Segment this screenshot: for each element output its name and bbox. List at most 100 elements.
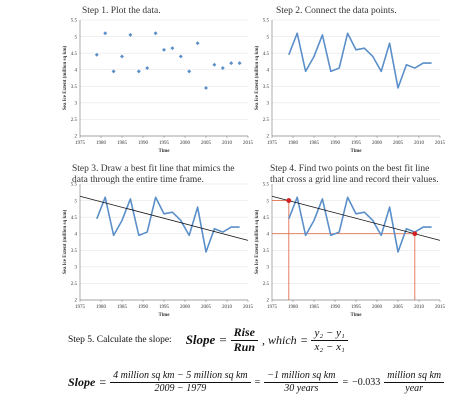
- step5-label: Step 5. Calculate the slope:: [68, 335, 172, 346]
- data-point: [103, 31, 108, 36]
- slope-word-2: Slope: [68, 374, 96, 389]
- unit-num: million sq km: [384, 370, 445, 383]
- y-tick-label: 2: [267, 299, 270, 304]
- which-text: , which: [262, 332, 297, 347]
- step4-title: Step 4. Find two points on the best fit …: [270, 164, 439, 185]
- chart-step4: 2 2.5 3 3.5 4 4.5 5 5.5 1975 1980 1985 1990 1995 2000…: [255, 183, 446, 318]
- y-tick-label: 4: [267, 232, 270, 237]
- y-tick-label: 3.5: [71, 249, 78, 254]
- y-tick-label: 5.5: [263, 19, 270, 24]
- x-tick-label: 1985: [117, 305, 128, 310]
- x-tick-label: 1995: [159, 141, 170, 146]
- y-tick-label: 5.5: [263, 183, 270, 188]
- x-axis-label: Time: [158, 313, 170, 318]
- result-den: 30 years: [284, 382, 319, 394]
- step3-title: Step 3. Draw a best fit line that mimics…: [72, 164, 235, 185]
- data-point: [229, 61, 234, 66]
- x-tick-label: 2015: [435, 141, 446, 146]
- y-axis-label: Sea Ice Extent (million sq km): [255, 210, 260, 275]
- x-tick-label: 2005: [393, 305, 404, 310]
- x-axis-label: Time: [350, 149, 362, 154]
- step5-line1: Step 5. Calculate the slope: Slope = Ris…: [68, 325, 348, 355]
- step1-title: Step 1. Plot the data.: [82, 6, 161, 16]
- x-tick-label: 1985: [309, 305, 320, 310]
- formula-frac: y₂ − y₁ x₂ − x₁: [311, 327, 348, 353]
- data-point: [162, 47, 166, 52]
- run-text: Run: [233, 339, 256, 354]
- x-tick-label: 2005: [201, 305, 212, 310]
- x-tick-label: 1985: [309, 141, 320, 146]
- x-tick-label: 1975: [75, 141, 86, 146]
- x-tick-label: 1980: [96, 305, 107, 310]
- formula-den: x₂ − x₁: [314, 340, 345, 353]
- step2-title: Step 2. Connect the data points.: [276, 6, 397, 16]
- y-tick-label: 5.5: [71, 183, 78, 188]
- x-tick-label: 1995: [351, 305, 362, 310]
- x-tick-label: 2000: [180, 305, 191, 310]
- x-tick-label: 2015: [243, 305, 254, 310]
- y-tick-label: 5: [267, 199, 270, 204]
- x-tick-label: 1975: [267, 305, 278, 310]
- y-tick-label: 2.5: [71, 118, 78, 123]
- x-tick-label: 1990: [138, 305, 149, 310]
- x-axis-label: Time: [158, 149, 170, 154]
- slope-word: Slope: [185, 332, 216, 348]
- x-tick-label: 1990: [330, 305, 341, 310]
- chart-step3: 2 2.5 3 3.5 4 4.5 5 5.5 1975 1980 1985 1990 1995 2000…: [63, 183, 254, 318]
- marked-point: [286, 198, 292, 203]
- data-point: [204, 85, 208, 90]
- x-tick-label: 1985: [117, 141, 128, 146]
- x-tick-label: 2010: [414, 305, 425, 310]
- y-tick-label: 4.5: [263, 216, 270, 221]
- rise-text: Rise: [230, 325, 258, 341]
- x-axis-label: Time: [350, 313, 362, 318]
- y-tick-label: 2: [75, 299, 78, 304]
- y-tick-label: 4: [75, 68, 78, 73]
- x-tick-label: 2010: [222, 141, 233, 146]
- y-axis-label: Sea Ice Extent (million sq km): [63, 46, 68, 111]
- x-tick-label: 1990: [330, 141, 341, 146]
- data-point: [195, 41, 200, 46]
- x-tick-label: 2000: [180, 141, 191, 146]
- y-tick-label: 4.5: [71, 52, 78, 57]
- x-tick-label: 1990: [138, 141, 149, 146]
- y-tick-label: 3.5: [263, 249, 270, 254]
- y-tick-label: 5: [75, 35, 78, 40]
- x-tick-label: 2015: [435, 305, 446, 310]
- series-line: [96, 196, 240, 253]
- y-tick-label: 3.5: [71, 85, 78, 90]
- marked-point: [412, 231, 418, 237]
- x-tick-label: 2000: [372, 141, 383, 146]
- values-frac: 4 million sq km − 5 million sq km 2009 −…: [110, 370, 251, 394]
- y-tick-label: 2: [267, 135, 270, 140]
- y-tick-label: 3: [75, 102, 78, 107]
- y-axis-label: Sea Ice Extent (million sq km): [63, 210, 68, 275]
- series-line: [288, 32, 432, 89]
- y-tick-label: 5: [75, 199, 78, 204]
- values-den: 2009 − 1979: [154, 382, 207, 394]
- unit-den: year: [405, 382, 424, 394]
- values-num: 4 million sq km − 5 million sq km: [110, 370, 251, 383]
- x-tick-label: 2010: [222, 305, 233, 310]
- data-point: [178, 54, 183, 59]
- x-tick-label: 1980: [288, 141, 299, 146]
- x-tick-label: 1975: [267, 141, 278, 146]
- y-tick-label: 3: [75, 266, 78, 271]
- y-tick-label: 4.5: [71, 216, 78, 221]
- y-tick-label: 3.5: [263, 85, 270, 90]
- unit-frac: million sq km year: [384, 370, 445, 394]
- y-tick-label: 3: [267, 102, 270, 107]
- y-tick-label: 2.5: [71, 282, 78, 287]
- x-tick-label: 2015: [243, 141, 254, 146]
- step5-line2: Slope = 4 million sq km − 5 million sq k…: [68, 370, 445, 394]
- y-tick-label: 4.5: [263, 52, 270, 57]
- data-point: [94, 52, 99, 57]
- chart-step1: 2 2.5 3 3.5 4 4.5 5 5.5 1975 1980 1985 1990 1995 2000…: [63, 19, 254, 154]
- rise-over-run: Rise Run: [230, 325, 258, 355]
- y-tick-label: 2.5: [263, 282, 270, 287]
- result-coef: −0.033: [352, 376, 381, 388]
- y-tick-label: 4: [75, 232, 78, 237]
- y-tick-label: 4: [267, 68, 270, 73]
- data-point: [170, 46, 175, 51]
- formula-num: y₂ − y₁: [311, 327, 348, 341]
